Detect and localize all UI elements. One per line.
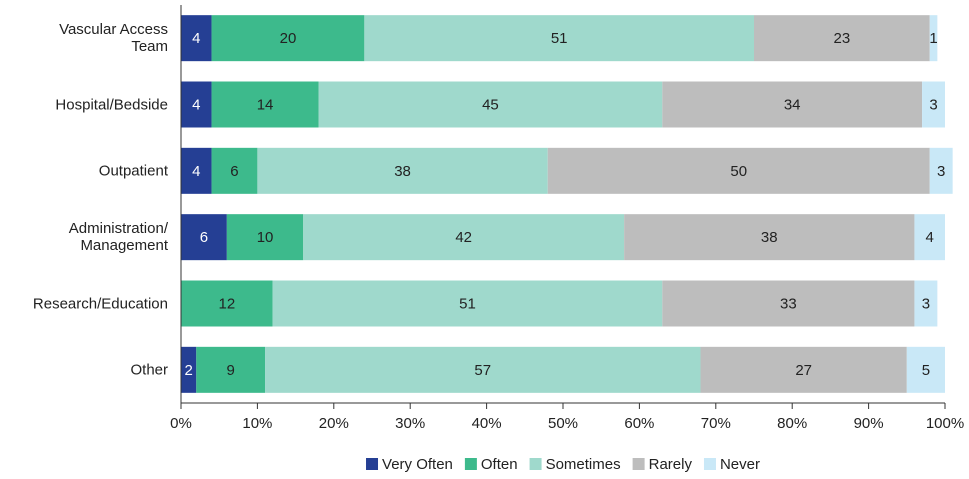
legend-swatch: [703, 458, 716, 470]
legend-label: Never: [720, 456, 760, 473]
legend: Very Often Often Sometimes Rarely Never: [366, 456, 760, 473]
bar-segment: [547, 147, 930, 194]
data-label: 45: [482, 96, 499, 113]
legend-swatch: [632, 458, 645, 470]
data-label: 4: [926, 229, 934, 246]
data-label: 9: [226, 362, 234, 379]
x-tick-label: 60%: [624, 415, 654, 432]
data-label: 5: [922, 362, 930, 379]
bar-segment: [257, 147, 548, 194]
bar-segment: [196, 346, 266, 393]
x-tick-label: 100%: [926, 415, 964, 432]
legend-label: Often: [481, 456, 518, 473]
bar-segment: [364, 15, 754, 62]
data-label: 51: [551, 30, 568, 47]
data-label: 23: [834, 30, 851, 47]
data-label: 57: [474, 362, 491, 379]
bar-segment: [914, 280, 938, 327]
bar-segment: [211, 15, 365, 62]
bar-segment: [922, 81, 945, 128]
bar-segment: [181, 280, 273, 327]
legend-swatch: [529, 458, 542, 470]
bar-segment: [700, 346, 907, 393]
data-label: 51: [459, 295, 476, 312]
bar-segment: [181, 346, 197, 393]
bar-segment: [211, 81, 319, 128]
data-label: 34: [784, 96, 801, 113]
bar-segment: [318, 81, 663, 128]
data-label: 27: [795, 362, 812, 379]
data-label: 14: [257, 96, 274, 113]
y-tick-label: Other: [130, 361, 168, 379]
bar-segment: [662, 81, 923, 128]
data-label: 3: [922, 295, 930, 312]
bar-segment: [624, 214, 915, 261]
bar-segment: [181, 147, 212, 194]
y-tick-label: Research/Education: [32, 295, 168, 312]
bar-segment: [662, 280, 915, 327]
data-label: 6: [200, 229, 208, 246]
x-tick-label: 40%: [472, 415, 502, 432]
bar-segment: [929, 147, 953, 194]
y-tick-label: Vascular Access Team: [59, 21, 168, 56]
bar-segment: [272, 280, 663, 327]
data-label: 38: [394, 163, 411, 180]
bar-segment: [181, 15, 212, 62]
x-tick-label: 10%: [242, 415, 272, 432]
y-tick-label: Outpatient: [98, 162, 168, 180]
bar-segment: [181, 81, 212, 128]
data-label: 3: [937, 163, 945, 180]
data-label: 33: [780, 295, 797, 312]
x-tick-label: 50%: [548, 415, 578, 432]
bar-segment: [181, 214, 227, 261]
legend-label: Rarely: [649, 456, 693, 473]
data-label: 12: [218, 295, 235, 312]
bar-segment: [754, 15, 930, 62]
data-label: 10: [257, 229, 274, 246]
legend-swatch: [366, 458, 379, 470]
data-label: 20: [280, 30, 297, 47]
bar-segment: [929, 15, 938, 62]
x-tick-label: 20%: [319, 415, 349, 432]
y-tick-label: Hospital/Bedside: [55, 96, 168, 113]
bar-segment: [265, 346, 701, 393]
x-tick-label: 80%: [777, 415, 807, 432]
y-tick-label: Administration/ Management: [68, 220, 168, 255]
data-label: 2: [184, 362, 192, 379]
legend-label: Sometimes: [546, 456, 621, 473]
legend-swatch: [464, 458, 477, 470]
data-label: 1: [929, 30, 937, 47]
bar-segment: [211, 147, 258, 194]
x-tick-label: 0%: [170, 415, 192, 432]
data-label: 4: [192, 96, 200, 113]
bar-segment: [914, 214, 945, 261]
x-tick-label: 30%: [395, 415, 425, 432]
data-label: 3: [929, 96, 937, 113]
data-label: 42: [455, 229, 472, 246]
x-tick-label: 90%: [854, 415, 884, 432]
bar-segment: [226, 214, 304, 261]
x-tick-label: 70%: [701, 415, 731, 432]
data-label: 38: [761, 229, 778, 246]
data-label: 50: [730, 163, 747, 180]
bar-segment: [303, 214, 625, 261]
data-label: 4: [192, 30, 200, 47]
bar-segment: [906, 346, 945, 393]
data-label: 6: [230, 163, 238, 180]
legend-label: Very Often: [382, 456, 453, 473]
data-label: 4: [192, 163, 200, 180]
